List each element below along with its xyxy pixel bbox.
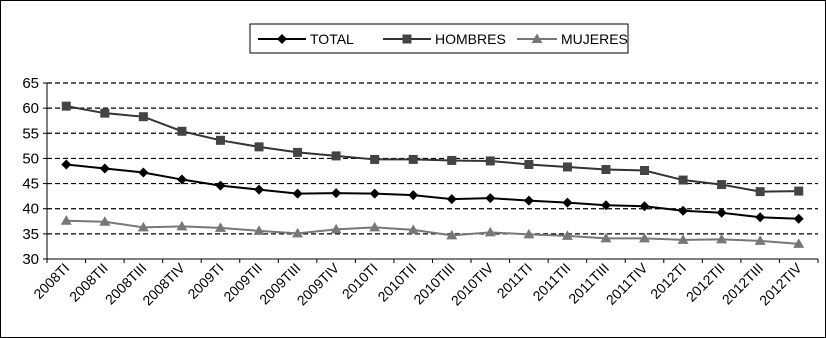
data-point-hombres	[794, 186, 804, 196]
data-point-hombres	[717, 180, 727, 190]
data-point-mujeres	[793, 238, 805, 248]
data-point-total	[562, 197, 573, 208]
data-point-total	[485, 193, 496, 204]
data-point-mujeres	[60, 215, 72, 225]
y-tick-label: 65	[22, 75, 39, 92]
y-tick-label: 50	[22, 150, 39, 167]
legend-marker-mujeres	[531, 33, 543, 43]
series-total	[61, 159, 804, 224]
data-point-mujeres	[99, 216, 111, 226]
data-point-mujeres	[561, 230, 573, 240]
series-mujeres	[60, 215, 805, 248]
legend-label-hombres: HOMBRES	[435, 31, 506, 47]
y-tick-label: 60	[22, 100, 39, 117]
x-tick-label: 2010TIV	[448, 259, 497, 308]
series-hombres	[61, 101, 804, 197]
data-point-total	[292, 188, 303, 199]
x-tick-label: 2010TI	[339, 260, 381, 302]
data-point-mujeres	[214, 222, 226, 232]
data-point-mujeres	[292, 227, 304, 238]
y-tick-label: 30	[22, 251, 39, 268]
data-point-total	[369, 188, 380, 199]
data-point-total	[331, 188, 342, 199]
data-point-total	[99, 163, 110, 174]
data-point-mujeres	[330, 223, 342, 234]
y-tick-label: 40	[22, 201, 39, 218]
grid-lines	[47, 82, 818, 235]
data-point-hombres	[485, 156, 495, 166]
data-point-hombres	[61, 101, 71, 111]
legend-label-mujeres: MUJERES	[561, 31, 628, 47]
data-point-mujeres	[176, 220, 188, 231]
x-tick-label: 2012TIV	[756, 259, 805, 308]
x-tick-labels: 2008TI2008TII2008TIII2008TIV2009TI2009TI…	[30, 259, 805, 308]
data-point-mujeres	[600, 232, 612, 243]
data-point-hombres	[524, 159, 534, 169]
data-point-mujeres	[677, 234, 689, 244]
data-point-total	[408, 190, 419, 201]
series-line-mujeres	[66, 219, 799, 245]
y-tick-label: 55	[22, 125, 39, 142]
data-point-total	[755, 212, 766, 223]
series-line-hombres	[66, 105, 799, 193]
data-point-hombres	[408, 154, 418, 164]
data-point-total	[176, 174, 187, 185]
y-tick-label: 35	[22, 226, 39, 243]
data-point-total	[523, 195, 534, 206]
data-point-mujeres	[484, 226, 496, 237]
data-point-hombres	[293, 147, 303, 157]
data-point-total	[215, 180, 226, 191]
y-tick-labels: 30 35 40 45 50 55 60 65	[22, 75, 39, 268]
x-tick-label: 2009TI	[184, 260, 226, 302]
data-point-hombres	[138, 112, 148, 122]
legend-marker-hombres	[402, 34, 412, 44]
data-point-total	[61, 159, 72, 170]
data-point-hombres	[215, 135, 225, 145]
legend: TOTAL HOMBRES MUJERES	[249, 23, 629, 54]
x-tick-label: 2012TI	[647, 260, 689, 302]
data-point-total	[716, 207, 727, 218]
legend-label-total: TOTAL	[310, 31, 354, 47]
series-line-total	[66, 163, 799, 220]
data-point-mujeres	[446, 229, 458, 240]
x-tick-label: 2011TI	[494, 260, 535, 301]
data-point-total	[446, 194, 457, 205]
data-point-total	[138, 167, 149, 178]
data-point-mujeres	[716, 233, 728, 244]
data-point-total	[793, 213, 804, 224]
series-lines	[60, 101, 805, 248]
data-point-mujeres	[137, 221, 149, 232]
legend-box	[249, 23, 629, 54]
data-point-total	[600, 200, 611, 211]
data-point-mujeres	[369, 221, 381, 232]
data-point-hombres	[370, 154, 380, 164]
data-point-mujeres	[754, 235, 766, 245]
data-point-hombres	[601, 164, 611, 174]
y-tick-label: 45	[22, 176, 39, 193]
axes	[43, 82, 819, 263]
data-point-total	[254, 184, 265, 195]
data-point-mujeres	[523, 228, 535, 239]
data-point-hombres	[562, 162, 572, 172]
data-point-mujeres	[639, 232, 651, 243]
data-point-hombres	[254, 142, 264, 152]
data-point-mujeres	[253, 225, 265, 235]
data-point-hombres	[177, 126, 187, 136]
data-point-total	[678, 205, 689, 216]
x-tick-label: 2011TIV	[603, 259, 651, 307]
data-point-total	[639, 201, 650, 212]
x-tick-label: 2009TIV	[294, 259, 343, 308]
data-point-hombres	[447, 155, 457, 165]
data-point-hombres	[755, 187, 765, 197]
data-point-hombres	[640, 165, 650, 175]
legend-marker-total	[277, 34, 287, 44]
data-point-hombres	[100, 108, 110, 118]
data-point-hombres	[331, 151, 341, 161]
data-point-hombres	[678, 175, 688, 185]
data-point-mujeres	[407, 224, 419, 234]
x-tick-label: 2008TIV	[139, 259, 188, 308]
